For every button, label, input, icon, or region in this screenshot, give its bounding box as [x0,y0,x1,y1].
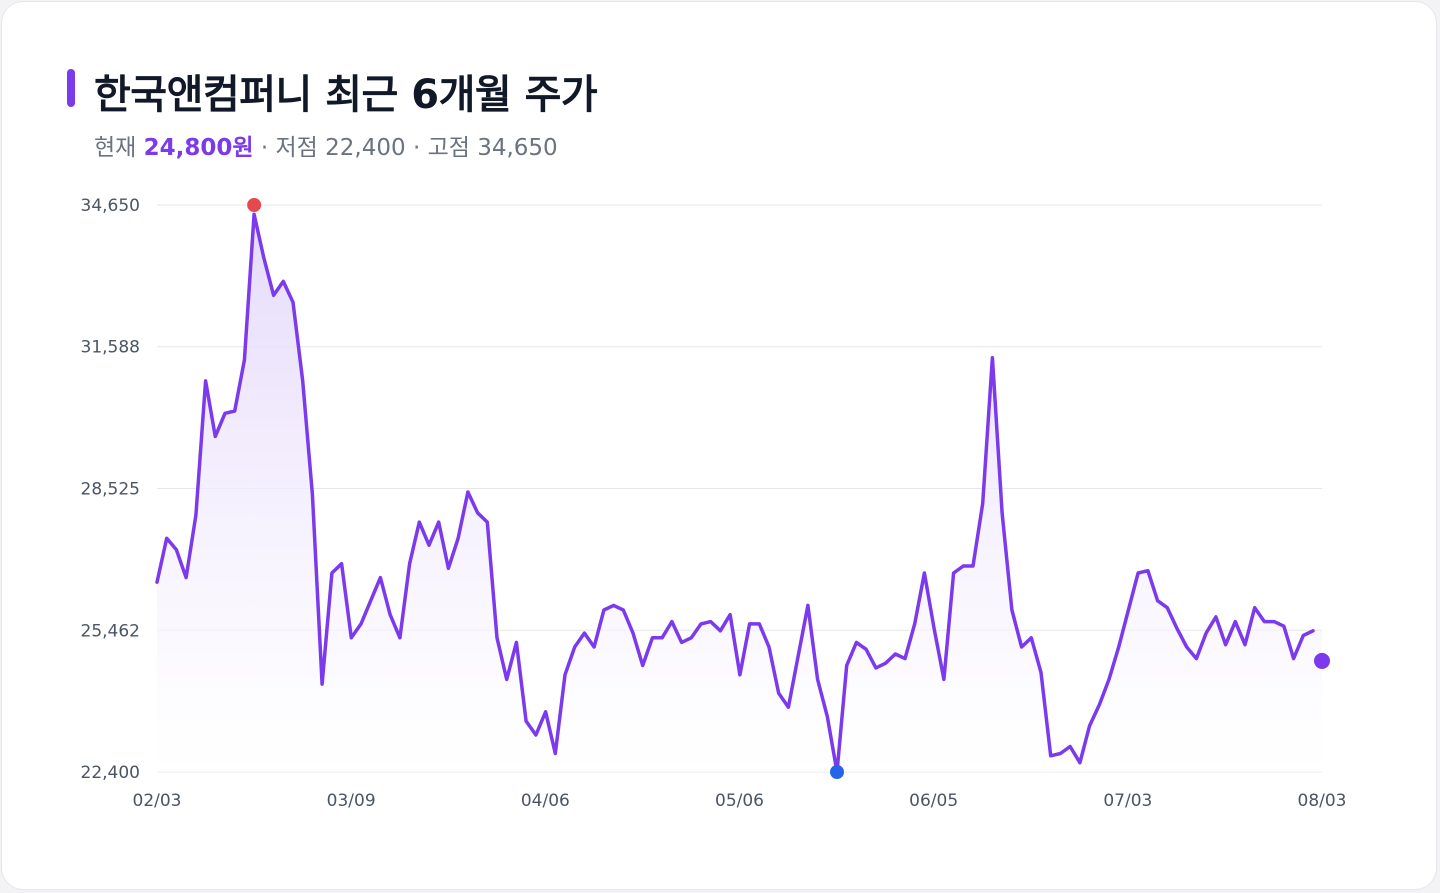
max-point-marker [247,198,262,212]
x-tick-label: 06/05 [909,791,958,811]
separator: · [260,135,269,161]
price-area [157,214,1322,773]
current-label: 현재 [94,135,137,161]
current-price: 24,800원 [143,135,254,161]
markers [247,198,1330,779]
y-tick-label: 31,588 [81,338,140,358]
y-tick-label: 25,462 [81,621,140,641]
y-axis: 22,400 25,462 28,525 31,588 34,650 [81,196,140,783]
x-tick-label: 08/03 [1298,791,1347,811]
title-accent-bar [67,69,75,107]
x-tick-label: 05/06 [715,791,764,811]
last-point-marker [1314,652,1330,669]
separator: · [412,135,421,161]
x-tick-label: 02/03 [133,791,182,811]
min-point-marker [830,765,844,779]
low-label: 저점 [275,135,318,161]
x-tick-label: 03/09 [327,791,376,811]
price-line [155,212,1315,774]
y-tick-label: 28,525 [81,480,140,500]
x-tick-label: 07/03 [1103,791,1152,811]
low-price: 22,400 [325,135,406,161]
y-tick-label: 34,650 [81,196,140,216]
x-tick-label: 04/06 [521,791,570,811]
chart-subtitle: 현재 24,800원 · 저점 22,400 · 고점 34,650 [94,128,558,162]
y-tick-label: 22,400 [81,763,140,783]
high-price: 34,650 [477,135,558,161]
x-axis: 02/03 03/09 04/06 05/06 06/05 07/03 08/03 [133,791,1347,811]
high-label: 고점 [427,135,470,161]
chart-title: 한국앤컴퍼니 최근 6개월 주가 [94,72,598,118]
